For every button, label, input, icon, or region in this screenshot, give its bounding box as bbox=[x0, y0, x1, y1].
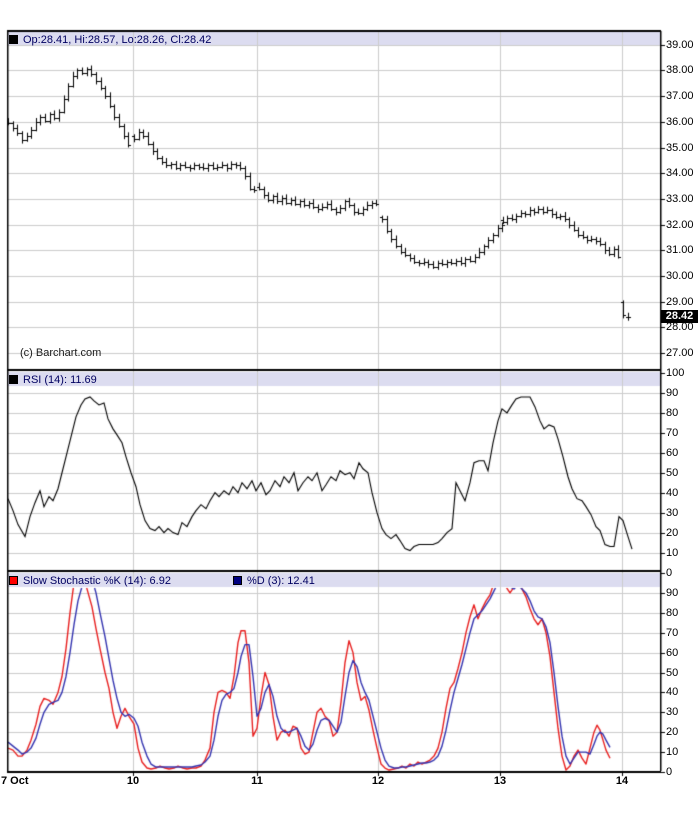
stoch-d-legend-label: %D (3): 12.41 bbox=[246, 574, 315, 587]
rsi-axis-label: 100 bbox=[666, 367, 685, 379]
price-legend-label: Op:28.41, Hi:28.57, Lo:28.26, Cl:28.42 bbox=[23, 33, 212, 46]
rsi-axis-label: 80 bbox=[666, 406, 679, 419]
stoch-k-swatch-icon bbox=[9, 576, 18, 585]
x-axis-label: 13 bbox=[493, 775, 507, 787]
price-axis-label: 32.00 bbox=[666, 218, 694, 231]
rsi-axis-label: 50 bbox=[666, 466, 679, 479]
x-axis-label: 10 bbox=[126, 775, 140, 787]
x-axis-label: 12 bbox=[371, 775, 385, 787]
price-legend-swatch-icon bbox=[9, 35, 18, 44]
price-axis-label: 30.00 bbox=[666, 270, 694, 282]
price-legend: Op:28.41, Hi:28.57, Lo:28.26, Cl:28.42 bbox=[9, 32, 211, 47]
price-axis-label: 36.00 bbox=[666, 115, 694, 128]
stoch-axis-label: 0 bbox=[666, 766, 673, 778]
price-axis-label: 33.00 bbox=[666, 192, 694, 205]
rsi-axis-label: 70 bbox=[666, 426, 679, 439]
price-axis-label: 38.00 bbox=[666, 64, 694, 77]
stoch-axis-label: 70 bbox=[666, 626, 679, 639]
price-axis-label: 37.00 bbox=[666, 90, 694, 103]
rsi-axis-label: 60 bbox=[666, 446, 679, 459]
stoch-axis-label: 80 bbox=[666, 606, 679, 619]
stoch-axis-label: 10 bbox=[666, 746, 679, 759]
x-axis-label: 14 bbox=[615, 775, 629, 787]
price-axis-label: 34.00 bbox=[666, 167, 694, 180]
stoch-d-swatch-icon bbox=[232, 576, 242, 585]
stoch-axis-label: 30 bbox=[666, 706, 679, 719]
last-price-badge: 28.42 bbox=[661, 310, 698, 323]
x-axis-label: 11 bbox=[251, 775, 263, 787]
stoch-axis-label: 90 bbox=[666, 586, 679, 599]
price-axis-label: 35.00 bbox=[666, 141, 694, 154]
rsi-legend-swatch-icon bbox=[9, 375, 18, 384]
stoch-axis-label: 60 bbox=[666, 646, 679, 659]
stoch-axis-label: 20 bbox=[666, 726, 679, 739]
price-axis-label: 28.00 bbox=[666, 321, 694, 334]
price-axis-label: 29.00 bbox=[666, 295, 694, 308]
stoch-axis-label: 40 bbox=[666, 686, 679, 699]
rsi-axis-label: 10 bbox=[666, 546, 679, 559]
stochastic-legend: Slow Stochastic %K (14): 6.92 %D (3): 12… bbox=[9, 573, 315, 588]
stoch-k-legend-label: Slow Stochastic %K (14): 6.92 bbox=[23, 574, 171, 587]
price-axis-label: 39.00 bbox=[666, 38, 694, 51]
rsi-axis-label: 0 bbox=[666, 566, 673, 579]
price-axis-label: 27.00 bbox=[666, 347, 694, 360]
rsi-axis-label: 20 bbox=[666, 526, 679, 539]
rsi-axis-label: 30 bbox=[666, 506, 679, 519]
rsi-legend-label: RSI (14): 11.69 bbox=[23, 373, 97, 386]
x-axis-label: 7 Oct bbox=[1, 775, 29, 787]
rsi-legend: RSI (14): 11.69 bbox=[9, 372, 97, 387]
rsi-axis-label: 90 bbox=[666, 386, 679, 399]
copyright-watermark: (c) Barchart.com bbox=[20, 347, 102, 359]
price-axis-label: 31.00 bbox=[666, 244, 694, 257]
rsi-axis-label: 40 bbox=[666, 486, 679, 499]
stoch-axis-label: 50 bbox=[666, 666, 679, 679]
